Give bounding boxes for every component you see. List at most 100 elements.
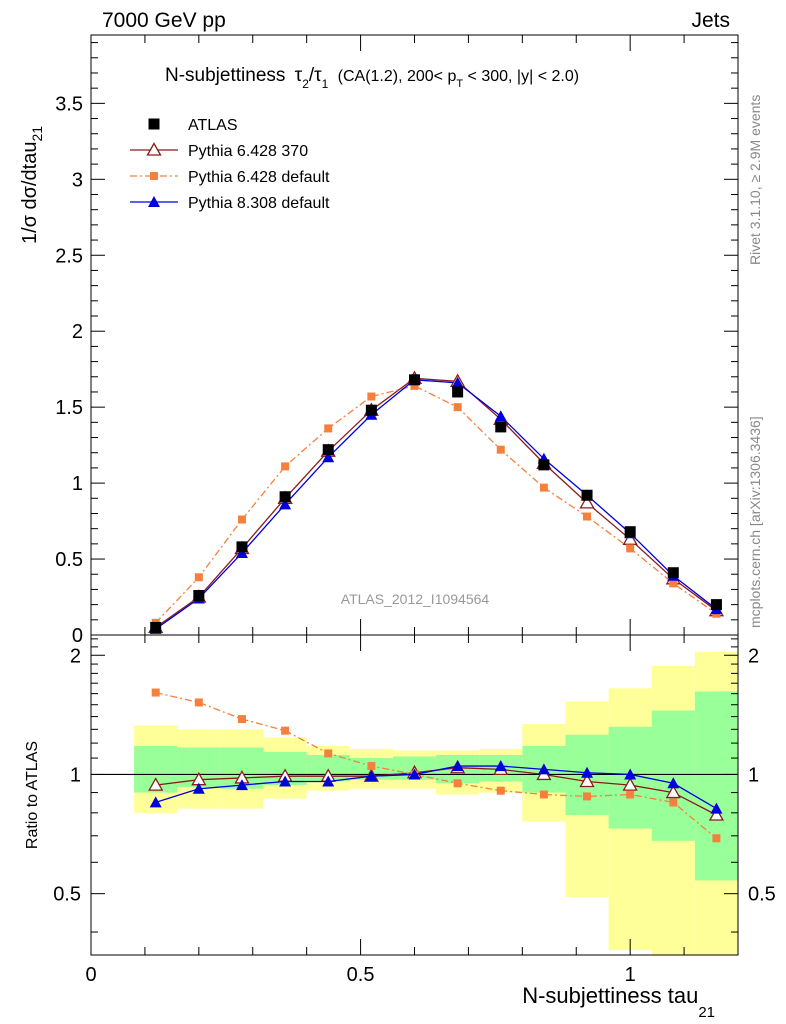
ratio-point bbox=[322, 775, 335, 787]
plot-title: N-subjettiness τ2/τ1 (CA(1.2), 200< pT <… bbox=[165, 65, 579, 93]
ratio-y-tick-label: 0.5 bbox=[53, 884, 81, 906]
series-line bbox=[155, 377, 717, 628]
x-tick-label: 0 bbox=[85, 964, 96, 986]
ratio-point bbox=[324, 749, 333, 758]
ratio-point bbox=[235, 779, 248, 791]
legend-marker bbox=[150, 172, 158, 180]
legend-label: Pythia 6.428 default bbox=[188, 169, 330, 186]
data-point bbox=[365, 404, 377, 416]
data-point bbox=[452, 386, 464, 398]
ratio-point bbox=[237, 715, 246, 724]
ratio-point bbox=[408, 768, 421, 780]
data-point bbox=[451, 376, 464, 388]
data-point bbox=[669, 579, 678, 588]
ratio-point bbox=[192, 782, 205, 794]
data-point bbox=[150, 621, 162, 633]
data-point bbox=[622, 531, 638, 545]
title-sub2: 2 bbox=[302, 77, 309, 91]
ratio-point bbox=[708, 807, 725, 821]
title-slash: / bbox=[309, 65, 315, 86]
ratio-point bbox=[710, 802, 723, 814]
y-tick-label: 2.5 bbox=[55, 245, 83, 267]
title-selection-t: T bbox=[456, 78, 463, 90]
ratio-point bbox=[453, 779, 462, 788]
y-tick-label: 3.5 bbox=[55, 93, 83, 115]
x-axis-label-text: N-subjettiness tau bbox=[522, 983, 698, 1008]
ratio-point bbox=[365, 770, 378, 782]
y-axis-label-main: 1/σ dσ/dtau21 bbox=[19, 126, 45, 244]
ratio-point bbox=[622, 777, 638, 791]
data-point bbox=[496, 445, 505, 454]
data-point bbox=[539, 483, 548, 492]
ratio-point bbox=[626, 790, 635, 799]
title-tau1: τ bbox=[314, 65, 322, 86]
ratio-point bbox=[665, 784, 681, 799]
ratio-uncertainty-bands bbox=[134, 651, 738, 955]
data-point bbox=[410, 381, 419, 390]
ratio-point bbox=[148, 777, 164, 791]
data-point bbox=[710, 599, 722, 611]
ratio-point bbox=[151, 688, 160, 697]
mcplots-label: mcplots.cern.ch [arXiv:1306.3436] bbox=[747, 416, 763, 628]
y-tick-label: 1.5 bbox=[55, 397, 83, 419]
legend-marker bbox=[148, 118, 160, 130]
data-point bbox=[279, 498, 292, 510]
ratio-point bbox=[537, 763, 550, 775]
legend-label: ATLAS bbox=[188, 117, 238, 134]
data-point bbox=[583, 512, 592, 521]
title-selection-b: < 300, |y| < 2.0) bbox=[463, 68, 579, 85]
legend-marker bbox=[148, 196, 160, 207]
ratio-point bbox=[581, 766, 594, 778]
ratio-point bbox=[149, 796, 162, 808]
ratio-point bbox=[451, 760, 464, 772]
title-main: N-subjettiness bbox=[165, 65, 285, 86]
data-point bbox=[667, 567, 679, 579]
data-point bbox=[409, 374, 420, 386]
title-tau2: τ bbox=[295, 65, 303, 86]
y-tick-label: 0 bbox=[72, 625, 83, 647]
y-tick-label: 1 bbox=[72, 473, 83, 495]
header-left: 7000 GeV pp bbox=[102, 9, 226, 32]
ratio-point bbox=[494, 760, 507, 772]
ratio-point bbox=[579, 773, 595, 788]
data-point bbox=[624, 526, 636, 538]
y-tick-label: 3 bbox=[72, 169, 83, 191]
data-point bbox=[193, 590, 205, 602]
rivet-label: Rivet 3.1.10, ≥ 2.9M events bbox=[747, 95, 763, 265]
ratio-y-tick-label-right: 0.5 bbox=[748, 884, 776, 906]
legend-label: Pythia 6.428 370 bbox=[188, 143, 308, 160]
data-point bbox=[538, 459, 550, 471]
x-tick-label: 0.5 bbox=[347, 964, 375, 986]
legend: ATLAS Pythia 6.428 370 Pythia 6.428 defaul… bbox=[130, 117, 330, 212]
ratio-y-tick-label: 2 bbox=[70, 645, 81, 667]
ratio-y-tick-label-right: 1 bbox=[748, 764, 759, 786]
y-axis-label-main-sub: 21 bbox=[29, 126, 45, 142]
ratio-point bbox=[712, 834, 721, 843]
ratio-panel-content bbox=[91, 688, 738, 843]
ratio-point bbox=[539, 790, 548, 799]
ratio-point bbox=[367, 762, 376, 771]
title-selection-a: (CA(1.2), 200< p bbox=[338, 68, 457, 85]
data-point bbox=[322, 451, 335, 463]
legend-marker bbox=[146, 142, 162, 156]
data-point bbox=[281, 462, 290, 471]
ratio-point bbox=[194, 698, 203, 707]
y-tick-label: 2 bbox=[72, 321, 83, 343]
data-point bbox=[494, 410, 507, 422]
ratio-point bbox=[583, 792, 592, 801]
series-line bbox=[155, 379, 717, 630]
ratio-point bbox=[667, 777, 680, 789]
x-axis-label-sub: 21 bbox=[698, 1004, 715, 1021]
data-point bbox=[235, 546, 248, 558]
axes-ticks: 00.511.522.533.50 0.5 10.5 0.51 12 2 bbox=[53, 35, 776, 986]
ratio-point bbox=[279, 775, 292, 787]
header-right: Jets bbox=[691, 9, 730, 32]
data-point bbox=[322, 444, 334, 456]
ratio-y-tick-label-right: 2 bbox=[748, 645, 759, 667]
ratio-series-line bbox=[155, 765, 717, 810]
ratio-point bbox=[669, 798, 678, 807]
data-point bbox=[324, 424, 333, 433]
data-point bbox=[453, 403, 462, 412]
y-axis-label-main-text: 1/σ dσ/dtau bbox=[19, 142, 41, 245]
y-tick-label: 0.5 bbox=[55, 549, 83, 571]
